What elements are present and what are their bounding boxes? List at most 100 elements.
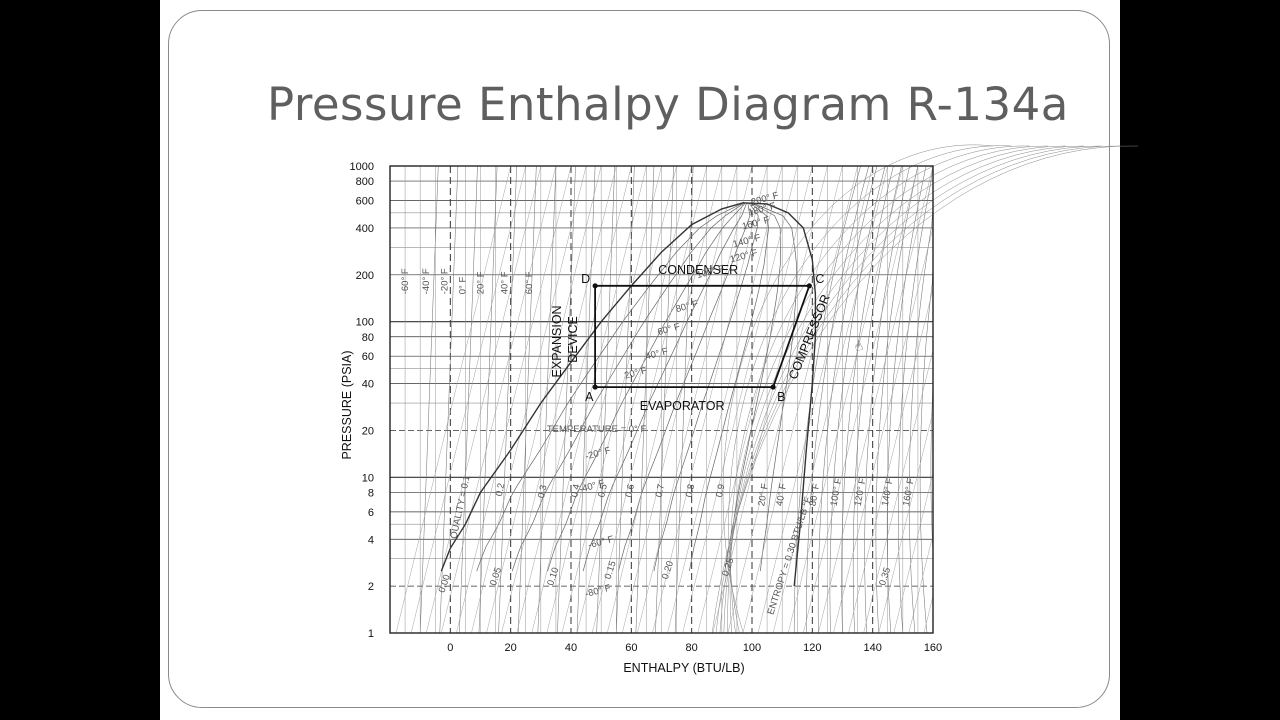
- y-tick-label: 1000: [350, 161, 374, 173]
- isotherm-line: [419, 165, 439, 634]
- cycle-point-a: [592, 384, 598, 390]
- isotherm-annotation: -20° F: [584, 445, 612, 462]
- isotherm-line: [886, 165, 927, 634]
- entropy-line: [576, 165, 692, 634]
- entropy-line: [893, 473, 934, 634]
- isotherm-label: 140° F: [880, 477, 896, 507]
- cycle-point-label-d: D: [581, 272, 590, 286]
- quality-label: 0.3: [536, 484, 550, 499]
- isotherm-line: [852, 165, 902, 634]
- plot-frame: [389, 165, 934, 634]
- entropy-line: [727, 165, 843, 634]
- entropy-line: [848, 288, 934, 634]
- isentrope-arc: [711, 145, 1139, 634]
- x-tick-label: 40: [565, 642, 577, 654]
- isotherm-line: [806, 165, 870, 633]
- entropy-line: [833, 227, 934, 634]
- isotherm-label: 40° F: [774, 482, 789, 507]
- quality-label: 0.7: [654, 483, 668, 498]
- isotherm-line: [841, 165, 894, 634]
- y-tick-label: 600: [356, 196, 374, 208]
- y-tick-label: 80: [362, 332, 374, 344]
- isotherm-line: [439, 165, 459, 634]
- entropy-label: 0.35: [877, 566, 893, 587]
- isotherm-line: [615, 165, 635, 634]
- y-tick-label: 20: [362, 425, 374, 437]
- isotherm-line: [537, 165, 557, 634]
- isotherm-line: [817, 165, 878, 634]
- entropy-line: [757, 165, 873, 634]
- entropy-line: [742, 165, 858, 634]
- isotherm-line: [576, 165, 596, 634]
- slide-frame: [168, 10, 1110, 708]
- entropy-line: [471, 165, 587, 634]
- cursor-icon: ☝: [852, 338, 865, 356]
- entropy-line: [516, 165, 632, 634]
- entropy-line: [501, 165, 617, 634]
- isotherm-label: 160° F: [901, 477, 917, 507]
- entropy-label: 0.20: [660, 560, 676, 581]
- isotherm-label: 80° F: [807, 482, 822, 507]
- isotherm-annotation: 120° F: [729, 247, 759, 265]
- isentrope-arc: [728, 145, 1012, 634]
- x-tick-label: 60: [625, 642, 637, 654]
- x-axis-label: ENTHALPY (BTU/LB): [623, 661, 744, 675]
- isotherm-label: 20° F: [476, 271, 487, 294]
- isentrope-arc: [730, 145, 1030, 634]
- quality-label: 0.5: [596, 483, 610, 498]
- cycle-point-c: [806, 283, 812, 289]
- property-curves: [395, 144, 1139, 634]
- axis-ticks: 1 2 4 6 8 10 20 40 60 80 100 200 400 600 800 1000 0 20 40 6…: [350, 161, 943, 654]
- entropy-label: 0.15: [603, 560, 619, 581]
- cycle-point-d: [592, 283, 598, 289]
- entropy-line: [456, 165, 572, 634]
- entropy-line: [637, 165, 753, 634]
- isotherm-line: [908, 166, 934, 634]
- quality-label: 0.2: [494, 482, 508, 497]
- expansion-label: EXPANSION: [550, 305, 564, 377]
- isotherm-line: [864, 165, 910, 634]
- y-tick-label: 100: [356, 317, 374, 329]
- isotherm-line: [498, 165, 517, 634]
- isotherm-label: -20° F: [439, 268, 450, 294]
- isotherm-line: [596, 165, 616, 634]
- isotherm-line: [898, 165, 934, 634]
- y-tick-label: 10: [362, 472, 374, 484]
- isotherm-label: 100° F: [829, 477, 845, 507]
- entropy-line: [561, 165, 677, 634]
- cycle-point-label-a: A: [585, 390, 594, 404]
- isentrope-arc: [729, 145, 1048, 634]
- quality-line: [753, 203, 797, 572]
- entropy-line: [878, 411, 934, 634]
- cycle-point-b: [770, 384, 776, 390]
- y-tick-label: 1: [368, 628, 374, 640]
- isentrope-arc: [722, 144, 994, 634]
- device-label: DEVICE: [566, 316, 580, 363]
- entropy-line: [591, 165, 707, 634]
- isotherm-label: -40° F: [421, 268, 432, 294]
- y-tick-label: 4: [368, 534, 374, 546]
- plot-border: [389, 165, 934, 634]
- y-tick-label: 8: [368, 487, 374, 499]
- entropy-line: [803, 165, 919, 634]
- isotherm-label: 0° F: [457, 277, 468, 295]
- isotherm-label: 120° F: [853, 477, 869, 507]
- isotherm-label: 20° F: [756, 482, 771, 507]
- isentrope-arc: [715, 145, 1121, 634]
- y-tick-label: 200: [356, 270, 374, 282]
- saturation-dome: [440, 202, 817, 587]
- isotherm-line: [674, 165, 694, 634]
- isentrope-arc: [727, 145, 1066, 634]
- entropy-label: 0.00: [437, 573, 453, 594]
- quality-line: [476, 203, 743, 572]
- cycle-point-label-c: C: [815, 272, 824, 286]
- x-tick-label: 20: [505, 642, 517, 654]
- y-tick-label: 2: [368, 581, 374, 593]
- isotherm-line: [875, 165, 919, 634]
- x-tick-label: 80: [686, 642, 698, 654]
- y-tick-label: 60: [362, 351, 374, 363]
- x-tick-label: 120: [803, 642, 821, 654]
- saturation-curve: [440, 202, 817, 587]
- x-tick-label: 160: [924, 642, 942, 654]
